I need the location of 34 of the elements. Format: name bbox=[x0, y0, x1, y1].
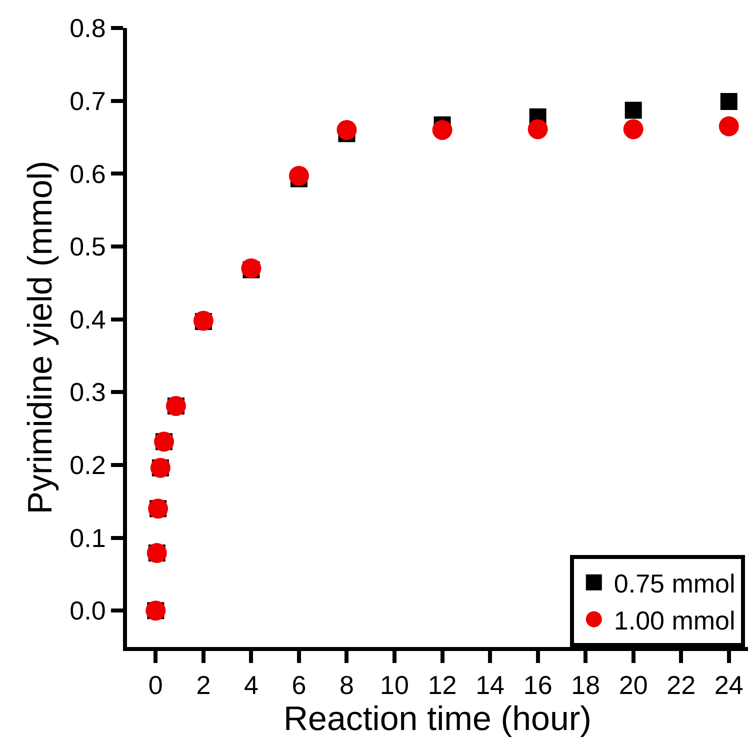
y-tick-label: 0.4 bbox=[70, 304, 106, 334]
x-axis-title: Reaction time (hour) bbox=[283, 700, 592, 738]
point bbox=[336, 120, 357, 140]
y-tick-label: 0.7 bbox=[70, 86, 106, 116]
x-tick-label: 22 bbox=[666, 670, 696, 700]
x-tick-label: 6 bbox=[292, 670, 306, 700]
x-tick-label: 2 bbox=[196, 670, 211, 700]
y-tick-label: 0.5 bbox=[70, 232, 106, 262]
x-tick-label: 14 bbox=[476, 670, 505, 700]
point bbox=[718, 116, 739, 136]
x-tick-label: 0 bbox=[148, 670, 163, 700]
legend-label: 0.75 mmol bbox=[614, 568, 736, 599]
point bbox=[623, 119, 644, 140]
x-tick-label: 24 bbox=[714, 670, 744, 700]
point bbox=[720, 93, 738, 110]
point bbox=[624, 102, 642, 119]
y-tick-label: 0.0 bbox=[70, 596, 106, 626]
x-tick-label: 10 bbox=[380, 670, 409, 700]
point bbox=[288, 166, 309, 186]
x-tick-label: 18 bbox=[571, 670, 600, 700]
point bbox=[528, 119, 548, 140]
y-tick-label: 0.8 bbox=[70, 13, 106, 44]
y-tick-label: 0.6 bbox=[70, 158, 106, 189]
y-tick-label: 0.3 bbox=[70, 377, 106, 408]
y-tick-label: 0.2 bbox=[70, 450, 106, 480]
x-tick-label: 8 bbox=[340, 670, 354, 700]
point bbox=[432, 120, 452, 140]
y-axis-title: Pyrimidine yield (mmol) bbox=[22, 160, 60, 514]
x-tick-label: 20 bbox=[618, 670, 648, 700]
y-tick-label: 0.1 bbox=[70, 522, 106, 553]
legend-label: 1.00 mmol bbox=[614, 605, 736, 636]
x-tick-label: 4 bbox=[244, 670, 258, 700]
x-tick-label: 16 bbox=[523, 670, 552, 700]
x-tick-label: 12 bbox=[428, 670, 457, 700]
